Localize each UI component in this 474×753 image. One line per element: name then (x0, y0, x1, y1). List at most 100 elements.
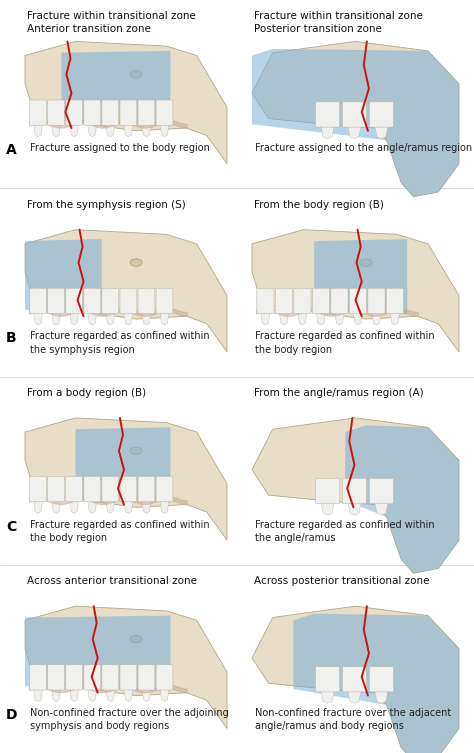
Text: Fracture regarded as confined within
the body region: Fracture regarded as confined within the… (30, 520, 210, 543)
Polygon shape (391, 312, 400, 325)
Ellipse shape (130, 71, 142, 78)
FancyBboxPatch shape (316, 666, 339, 692)
Polygon shape (354, 312, 363, 325)
FancyBboxPatch shape (369, 478, 393, 504)
Polygon shape (261, 312, 270, 325)
Polygon shape (142, 689, 151, 702)
Polygon shape (160, 124, 169, 137)
FancyBboxPatch shape (349, 288, 366, 313)
Text: From the angle/ramus region (A): From the angle/ramus region (A) (254, 388, 424, 398)
Polygon shape (88, 689, 97, 702)
Polygon shape (52, 501, 61, 514)
Polygon shape (70, 312, 79, 325)
Text: From a body region (B): From a body region (B) (27, 388, 146, 398)
FancyBboxPatch shape (48, 477, 64, 501)
Text: Fracture within transitional zone
Posterior transition zone: Fracture within transitional zone Poster… (254, 11, 423, 34)
Text: Fracture regarded as confined within
the body region: Fracture regarded as confined within the… (255, 331, 435, 355)
FancyBboxPatch shape (48, 288, 64, 313)
Polygon shape (25, 239, 102, 315)
Text: Fracture regarded as confined within
the angle/ramus: Fracture regarded as confined within the… (255, 520, 435, 543)
Polygon shape (335, 312, 344, 325)
FancyBboxPatch shape (102, 477, 118, 501)
Polygon shape (321, 691, 334, 703)
FancyBboxPatch shape (369, 102, 393, 127)
FancyBboxPatch shape (369, 666, 393, 692)
Polygon shape (316, 312, 326, 325)
Polygon shape (321, 127, 334, 139)
Polygon shape (321, 503, 334, 515)
Polygon shape (348, 503, 361, 515)
Polygon shape (345, 425, 459, 573)
Polygon shape (34, 124, 43, 137)
FancyBboxPatch shape (48, 665, 64, 690)
Polygon shape (279, 312, 289, 325)
Ellipse shape (130, 636, 142, 643)
FancyBboxPatch shape (48, 100, 64, 125)
FancyBboxPatch shape (342, 102, 366, 127)
Polygon shape (252, 230, 459, 352)
Polygon shape (106, 124, 115, 137)
Text: Non-confined fracture over the adjoining
symphysis and body regions: Non-confined fracture over the adjoining… (30, 708, 229, 731)
FancyBboxPatch shape (156, 100, 173, 125)
Polygon shape (75, 428, 171, 503)
Polygon shape (124, 312, 133, 325)
Polygon shape (348, 127, 361, 139)
FancyBboxPatch shape (257, 288, 274, 313)
FancyBboxPatch shape (156, 288, 173, 313)
Text: C: C (6, 520, 16, 534)
Polygon shape (252, 49, 459, 197)
FancyBboxPatch shape (331, 288, 348, 313)
Polygon shape (106, 312, 115, 325)
FancyBboxPatch shape (30, 477, 46, 501)
FancyBboxPatch shape (66, 288, 82, 313)
Polygon shape (298, 312, 307, 325)
Polygon shape (25, 418, 227, 541)
Polygon shape (160, 312, 169, 325)
Polygon shape (52, 689, 61, 702)
Polygon shape (25, 230, 227, 352)
FancyBboxPatch shape (342, 478, 366, 504)
Polygon shape (124, 501, 133, 514)
Polygon shape (34, 501, 43, 514)
FancyBboxPatch shape (102, 288, 118, 313)
FancyBboxPatch shape (102, 665, 118, 690)
Polygon shape (375, 503, 388, 515)
FancyBboxPatch shape (156, 665, 173, 690)
Polygon shape (88, 124, 97, 137)
FancyBboxPatch shape (84, 100, 100, 125)
Polygon shape (124, 124, 133, 137)
Polygon shape (142, 501, 151, 514)
Polygon shape (106, 501, 115, 514)
Polygon shape (252, 606, 459, 753)
FancyBboxPatch shape (84, 665, 100, 690)
Ellipse shape (130, 259, 142, 267)
Polygon shape (142, 312, 151, 325)
Polygon shape (314, 239, 407, 315)
FancyBboxPatch shape (138, 477, 155, 501)
Text: Across anterior transitional zone: Across anterior transitional zone (27, 576, 197, 586)
Polygon shape (375, 127, 388, 139)
Text: From the body region (B): From the body region (B) (254, 200, 384, 209)
FancyBboxPatch shape (368, 288, 385, 313)
Text: Fracture within transitional zone
Anterior transition zone: Fracture within transitional zone Anteri… (27, 11, 196, 34)
Polygon shape (160, 689, 169, 702)
Polygon shape (52, 124, 61, 137)
FancyBboxPatch shape (342, 666, 366, 692)
FancyBboxPatch shape (30, 100, 46, 125)
Polygon shape (70, 689, 79, 702)
Polygon shape (348, 691, 361, 703)
Polygon shape (25, 41, 227, 164)
Polygon shape (252, 41, 459, 197)
Polygon shape (34, 689, 43, 702)
FancyBboxPatch shape (275, 288, 292, 313)
Polygon shape (375, 691, 388, 703)
Ellipse shape (360, 259, 372, 267)
FancyBboxPatch shape (138, 100, 155, 125)
Text: B: B (6, 331, 17, 346)
FancyBboxPatch shape (102, 100, 118, 125)
FancyBboxPatch shape (120, 665, 137, 690)
Polygon shape (88, 501, 97, 514)
FancyBboxPatch shape (386, 288, 403, 313)
Polygon shape (25, 616, 171, 691)
Text: Fracture regarded as confined within
the symphysis region: Fracture regarded as confined within the… (30, 331, 210, 355)
